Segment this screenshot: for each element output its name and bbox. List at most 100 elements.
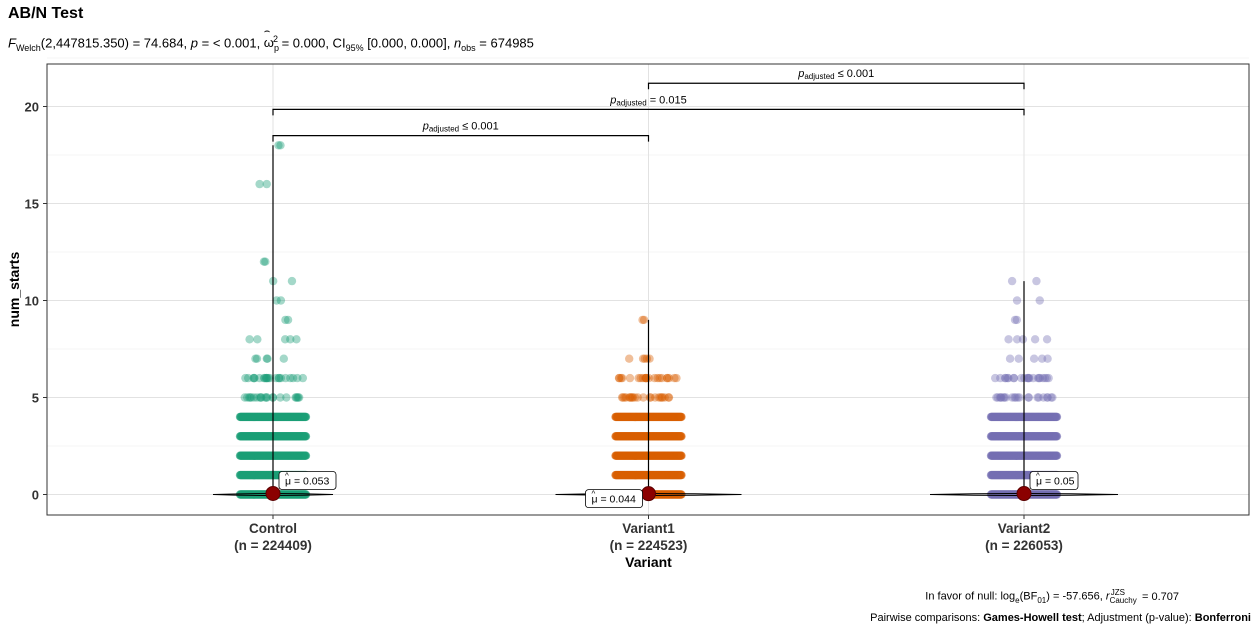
data-point: [1009, 373, 1019, 383]
data-point: [1029, 373, 1038, 383]
y-axis-title: num_starts: [6, 252, 22, 328]
data-point: [1024, 393, 1033, 402]
x-tick-label: Variant1: [622, 521, 675, 536]
data-point: [1007, 276, 1017, 286]
data-point: [646, 393, 655, 402]
comparison-label: padjusted = 0.015: [609, 94, 686, 107]
data-point: [286, 373, 295, 383]
data-point: [264, 373, 273, 383]
data-point: [1030, 335, 1040, 344]
data-point: [1042, 335, 1052, 344]
comparison-bracket: [272, 135, 650, 142]
hat-mark: ^: [1036, 472, 1040, 481]
data-point: [287, 276, 297, 286]
pairwise-caption: Pairwise comparisons: Games-Howell test;…: [870, 612, 1251, 624]
data-point: [276, 141, 285, 150]
data-point: [664, 393, 674, 402]
data-point: [662, 373, 672, 383]
data-point: [677, 490, 686, 499]
data-point: [639, 393, 648, 402]
data-point: [1029, 354, 1039, 363]
mean-label-box: [278, 471, 337, 490]
data-point: [255, 373, 264, 383]
data-point: [645, 393, 655, 402]
data-point: [1010, 315, 1020, 325]
data-point: [262, 179, 271, 189]
data-point: [256, 393, 266, 402]
data-point: [641, 373, 650, 383]
data-point: [1034, 393, 1043, 402]
data-point: [1009, 373, 1018, 383]
x-axis-title: Variant: [625, 554, 672, 570]
data-point: [1040, 373, 1050, 383]
data-point: [255, 179, 264, 189]
data-point: [677, 432, 686, 441]
comparison-bracket: [647, 82, 1025, 90]
data-point: [241, 373, 250, 383]
data-point: [272, 296, 281, 305]
data-point: [1048, 393, 1057, 402]
data-point: [1044, 373, 1053, 383]
data-point: [1015, 393, 1024, 402]
data-point: [1033, 393, 1042, 402]
data-point: [249, 373, 258, 383]
comparison-bracket: [272, 108, 1025, 116]
data-point: [292, 335, 301, 344]
data-point: [256, 393, 266, 402]
data-point: [281, 315, 290, 325]
data-point: [618, 393, 628, 402]
x-tick-count: (n = 224409): [234, 538, 312, 553]
x-tick-label: Control: [249, 521, 297, 536]
data-point: [1000, 393, 1009, 402]
data-point: [999, 393, 1008, 402]
data-point: [1042, 373, 1052, 383]
data-point: [625, 393, 635, 402]
data-point: [625, 354, 634, 363]
data-point: [634, 373, 643, 383]
data-point: [281, 373, 290, 383]
data-point: [630, 393, 640, 402]
chart-title: AB/N Test: [8, 5, 84, 22]
data-point: [253, 335, 262, 344]
data-point: [655, 373, 664, 383]
data-point: [293, 373, 302, 383]
violin-variant2: [929, 493, 1119, 496]
data-point: [995, 393, 1005, 402]
data-point: [617, 393, 627, 402]
mean-point: [1016, 486, 1032, 502]
data-point: [1038, 373, 1048, 383]
mean-point: [265, 485, 281, 501]
data-point: [1000, 373, 1010, 383]
data-point: [672, 373, 681, 383]
comparison-label: padjusted ≤ 0.001: [422, 121, 499, 134]
data-point: [1052, 490, 1062, 499]
chart-subtitle: FWelch(2,447815.350) = 74.684, p = < 0.0…: [8, 26, 534, 53]
data-point: [274, 373, 284, 383]
data-point: [243, 393, 252, 402]
data-point: [286, 335, 295, 344]
data-point: [265, 373, 274, 383]
data-point: [243, 373, 253, 383]
data-point: [991, 373, 1000, 383]
data-point: [1023, 373, 1033, 383]
data-point: [276, 296, 286, 305]
data-point: [255, 393, 265, 402]
mean-label: μ = 0.05: [1036, 476, 1075, 488]
data-point: [657, 393, 666, 402]
data-point: [1037, 354, 1047, 363]
data-point: [663, 373, 672, 383]
data-point: [262, 373, 271, 383]
data-point: [1043, 354, 1052, 363]
data-point: [1024, 373, 1033, 383]
data-point: [246, 393, 255, 402]
data-point: [301, 451, 311, 460]
data-point: [298, 373, 308, 383]
data-point: [283, 315, 293, 325]
data-point: [282, 393, 291, 402]
comparison-label: padjusted ≤ 0.001: [797, 68, 874, 81]
data-point: [1052, 412, 1062, 422]
data-point: [996, 373, 1005, 383]
data-point: [260, 393, 270, 402]
data-point: [993, 393, 1002, 402]
